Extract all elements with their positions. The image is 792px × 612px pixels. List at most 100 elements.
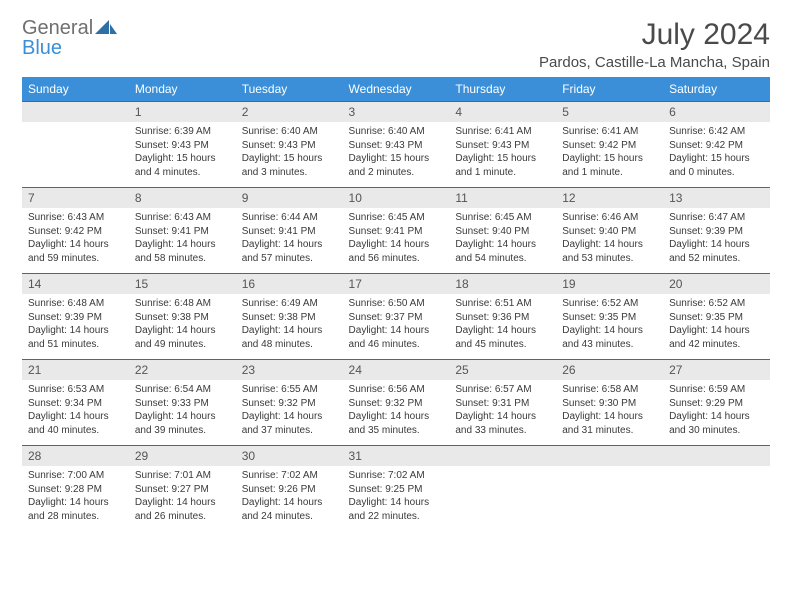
day-cell: Sunrise: 6:44 AMSunset: 9:41 PMDaylight:…	[236, 208, 343, 274]
sunrise-text: Sunrise: 6:46 AM	[562, 211, 657, 225]
title-block: July 2024 Pardos, Castille-La Mancha, Sp…	[539, 18, 770, 71]
day-number-cell: 10	[343, 188, 450, 209]
col-header: Friday	[556, 77, 663, 102]
day-number-cell	[556, 446, 663, 467]
day-body-row: Sunrise: 6:43 AMSunset: 9:42 PMDaylight:…	[22, 208, 770, 274]
day-cell: Sunrise: 6:47 AMSunset: 9:39 PMDaylight:…	[663, 208, 770, 274]
sunset-text: Sunset: 9:32 PM	[349, 397, 444, 411]
day-cell: Sunrise: 6:59 AMSunset: 9:29 PMDaylight:…	[663, 380, 770, 446]
day1-text: Daylight: 14 hours	[28, 496, 123, 510]
day-number-cell: 12	[556, 188, 663, 209]
day2-text: and 48 minutes.	[242, 338, 337, 352]
day2-text: and 22 minutes.	[349, 510, 444, 524]
day-number-cell: 20	[663, 274, 770, 295]
day-cell: Sunrise: 6:39 AMSunset: 9:43 PMDaylight:…	[129, 122, 236, 188]
sunrise-text: Sunrise: 7:02 AM	[242, 469, 337, 483]
day-number: 13	[669, 191, 682, 205]
day-header-row: Sunday Monday Tuesday Wednesday Thursday…	[22, 77, 770, 102]
calendar-table: Sunday Monday Tuesday Wednesday Thursday…	[22, 77, 770, 531]
day1-text: Daylight: 14 hours	[349, 238, 444, 252]
day-number: 9	[242, 191, 249, 205]
sunset-text: Sunset: 9:41 PM	[242, 225, 337, 239]
day1-text: Daylight: 14 hours	[242, 496, 337, 510]
day-number: 8	[135, 191, 142, 205]
day-number: 11	[455, 191, 467, 205]
day-cell	[556, 466, 663, 531]
sunset-text: Sunset: 9:43 PM	[349, 139, 444, 153]
col-header: Tuesday	[236, 77, 343, 102]
day-cell: Sunrise: 6:45 AMSunset: 9:41 PMDaylight:…	[343, 208, 450, 274]
day2-text: and 59 minutes.	[28, 252, 123, 266]
day2-text: and 2 minutes.	[349, 166, 444, 180]
day-number-cell: 21	[22, 360, 129, 381]
day-number: 26	[562, 363, 575, 377]
day-number-cell: 17	[343, 274, 450, 295]
day-number-cell: 28	[22, 446, 129, 467]
day-cell: Sunrise: 7:02 AMSunset: 9:26 PMDaylight:…	[236, 466, 343, 531]
sunset-text: Sunset: 9:38 PM	[242, 311, 337, 325]
day-cell	[22, 122, 129, 188]
day-number: 5	[562, 105, 569, 119]
sunrise-text: Sunrise: 6:45 AM	[349, 211, 444, 225]
day-cell	[449, 466, 556, 531]
day2-text: and 39 minutes.	[135, 424, 230, 438]
sunset-text: Sunset: 9:25 PM	[349, 483, 444, 497]
day-number: 15	[135, 277, 148, 291]
day1-text: Daylight: 14 hours	[349, 410, 444, 424]
day-cell: Sunrise: 6:43 AMSunset: 9:42 PMDaylight:…	[22, 208, 129, 274]
day-cell: Sunrise: 6:46 AMSunset: 9:40 PMDaylight:…	[556, 208, 663, 274]
day1-text: Daylight: 14 hours	[135, 324, 230, 338]
day-cell: Sunrise: 6:49 AMSunset: 9:38 PMDaylight:…	[236, 294, 343, 360]
day-number: 12	[562, 191, 575, 205]
day-cell: Sunrise: 6:54 AMSunset: 9:33 PMDaylight:…	[129, 380, 236, 446]
day-number: 1	[135, 105, 142, 119]
day-number: 24	[349, 363, 362, 377]
sunrise-text: Sunrise: 6:41 AM	[562, 125, 657, 139]
day1-text: Daylight: 14 hours	[455, 410, 550, 424]
day-number-cell: 24	[343, 360, 450, 381]
day1-text: Daylight: 14 hours	[28, 324, 123, 338]
sunrise-text: Sunrise: 6:54 AM	[135, 383, 230, 397]
sunrise-text: Sunrise: 6:47 AM	[669, 211, 764, 225]
day2-text: and 57 minutes.	[242, 252, 337, 266]
day1-text: Daylight: 14 hours	[562, 410, 657, 424]
sunrise-text: Sunrise: 6:56 AM	[349, 383, 444, 397]
day1-text: Daylight: 14 hours	[242, 324, 337, 338]
day2-text: and 37 minutes.	[242, 424, 337, 438]
day-number: 6	[669, 105, 676, 119]
day2-text: and 52 minutes.	[669, 252, 764, 266]
day-cell: Sunrise: 6:56 AMSunset: 9:32 PMDaylight:…	[343, 380, 450, 446]
sunrise-text: Sunrise: 6:52 AM	[562, 297, 657, 311]
sunrise-text: Sunrise: 6:42 AM	[669, 125, 764, 139]
day-cell: Sunrise: 6:41 AMSunset: 9:42 PMDaylight:…	[556, 122, 663, 188]
sunrise-text: Sunrise: 6:48 AM	[28, 297, 123, 311]
day1-text: Daylight: 14 hours	[349, 324, 444, 338]
day-number-cell: 22	[129, 360, 236, 381]
day1-text: Daylight: 14 hours	[455, 238, 550, 252]
sunrise-text: Sunrise: 6:53 AM	[28, 383, 123, 397]
day1-text: Daylight: 15 hours	[562, 152, 657, 166]
sunrise-text: Sunrise: 6:48 AM	[135, 297, 230, 311]
day-cell: Sunrise: 7:02 AMSunset: 9:25 PMDaylight:…	[343, 466, 450, 531]
day-number-cell: 7	[22, 188, 129, 209]
sunrise-text: Sunrise: 7:01 AM	[135, 469, 230, 483]
day1-text: Daylight: 14 hours	[669, 238, 764, 252]
day-cell: Sunrise: 6:55 AMSunset: 9:32 PMDaylight:…	[236, 380, 343, 446]
sunset-text: Sunset: 9:38 PM	[135, 311, 230, 325]
sunrise-text: Sunrise: 6:40 AM	[349, 125, 444, 139]
day2-text: and 54 minutes.	[455, 252, 550, 266]
sunset-text: Sunset: 9:41 PM	[349, 225, 444, 239]
day-number: 21	[28, 363, 41, 377]
sunset-text: Sunset: 9:42 PM	[28, 225, 123, 239]
sunset-text: Sunset: 9:40 PM	[455, 225, 550, 239]
logo-text-general: General	[22, 17, 93, 39]
day-cell: Sunrise: 6:41 AMSunset: 9:43 PMDaylight:…	[449, 122, 556, 188]
col-header: Saturday	[663, 77, 770, 102]
day-number: 28	[28, 449, 41, 463]
day2-text: and 58 minutes.	[135, 252, 230, 266]
day1-text: Daylight: 14 hours	[669, 410, 764, 424]
day1-text: Daylight: 14 hours	[242, 238, 337, 252]
sunset-text: Sunset: 9:42 PM	[562, 139, 657, 153]
day-number: 16	[242, 277, 255, 291]
sunrise-text: Sunrise: 6:51 AM	[455, 297, 550, 311]
